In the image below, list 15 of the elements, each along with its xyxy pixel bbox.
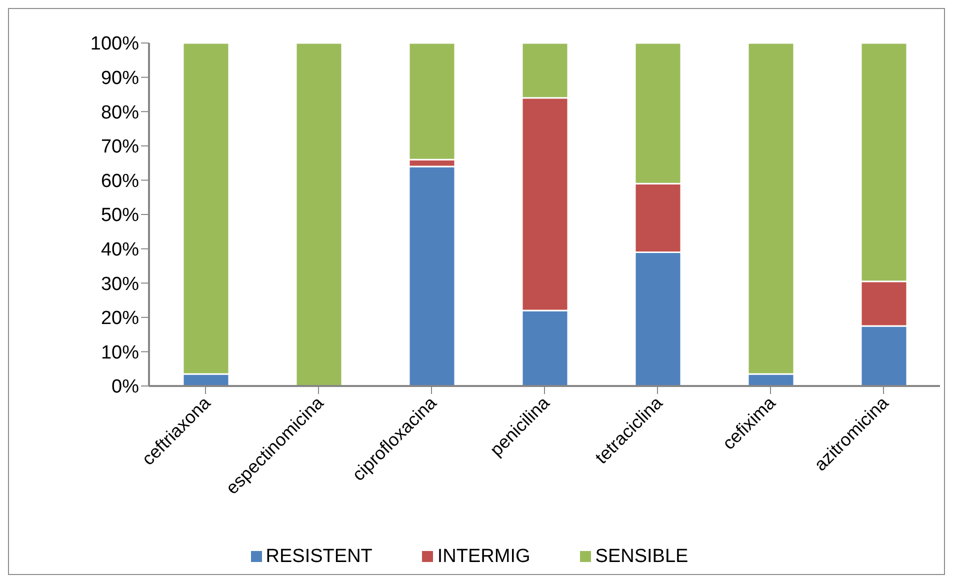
y-tick-label: 80% [100, 102, 140, 124]
y-tick-label: 40% [100, 240, 140, 261]
legend-label: INTERMIG [437, 546, 530, 567]
y-tick-label: 60% [100, 170, 140, 192]
legend-label: SENSIBLE [595, 546, 688, 567]
y-tick-label: 50% [100, 205, 140, 226]
y-tick-label: 20% [100, 308, 140, 330]
y-tick-label: 70% [100, 136, 140, 158]
y-tick-label: 0% [112, 376, 140, 398]
legend-label: RESISTENT [266, 546, 372, 567]
y-tick-label: 10% [100, 342, 140, 364]
y-tick-label: 90% [100, 68, 140, 90]
bar [295, 43, 343, 386]
y-tick-label: 30% [100, 274, 140, 295]
y-tick-label: 100% [90, 34, 140, 55]
